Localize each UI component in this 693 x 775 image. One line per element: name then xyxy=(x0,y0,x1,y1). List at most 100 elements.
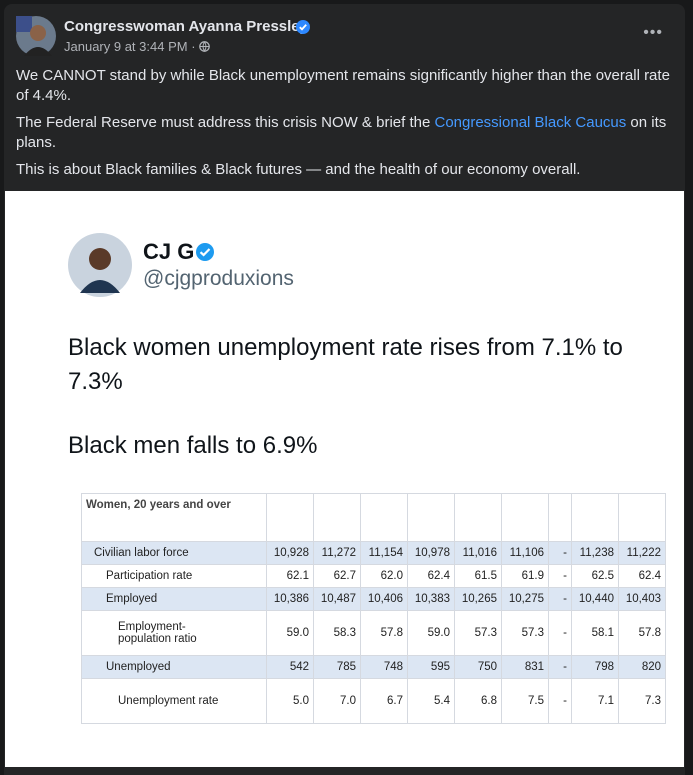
table-cell: 785 xyxy=(313,655,361,679)
row-label: Civilian labor force xyxy=(81,541,267,565)
table-cell: 58.3 xyxy=(313,610,361,656)
table-cell: 10,440 xyxy=(571,587,619,611)
table-row: Unemployed 542 785 748 595 750 831-798 820 xyxy=(81,655,666,679)
empty-cell xyxy=(548,493,572,542)
table-cell: 11,106 xyxy=(501,541,549,565)
empty-cell xyxy=(360,493,408,542)
text-run: on its plans. xyxy=(16,114,667,151)
table-cell: 62.4 xyxy=(407,564,455,588)
table-cell: 11,154 xyxy=(360,541,408,565)
empty-cell xyxy=(454,493,502,542)
table-cell: 62.0 xyxy=(360,564,408,588)
text-run: We CANNOT stand by while Black unemploym… xyxy=(16,67,670,104)
paragraph: The Federal Reserve must address this cr… xyxy=(16,113,676,153)
table-cell: 59.0 xyxy=(266,610,314,656)
empty-cell xyxy=(618,493,666,542)
table-cell: 6.8 xyxy=(454,678,502,724)
tweet-line: Black women unemployment rate rises from… xyxy=(68,334,623,395)
table-cell: 61.5 xyxy=(454,564,502,588)
table-cell: 7.3 xyxy=(618,678,666,724)
tweet-verified xyxy=(196,243,214,261)
table-cell: 542 xyxy=(266,655,314,679)
table-cell: 831 xyxy=(501,655,549,679)
table-cell: 11,016 xyxy=(454,541,502,565)
table-cell: 10,487 xyxy=(313,587,361,611)
table-cell: - xyxy=(548,610,572,656)
table-cell: 58.1 xyxy=(571,610,619,656)
table-cell: - xyxy=(548,587,572,611)
tweet-line: Black men falls to 6.9% xyxy=(68,432,318,459)
table-cell: 57.8 xyxy=(618,610,666,656)
row-label: Unemployment rate xyxy=(81,678,267,724)
table-cell: 820 xyxy=(618,655,666,679)
author-name[interactable]: Congresswoman Ayanna Pressley xyxy=(64,18,308,35)
table-cell: 10,265 xyxy=(454,587,502,611)
globe-icon xyxy=(199,41,210,52)
table-cell: 10,386 xyxy=(266,587,314,611)
text-run: The Federal Reserve must address this cr… xyxy=(16,114,435,131)
table-caption: Women, 20 years and over xyxy=(81,493,267,542)
row-label: Participation rate xyxy=(81,564,267,588)
table-cell: 61.9 xyxy=(501,564,549,588)
paragraph: We CANNOT stand by while Black unemploym… xyxy=(16,66,676,106)
table-cell: 62.5 xyxy=(571,564,619,588)
table-cell: 7.1 xyxy=(571,678,619,724)
table-cell: - xyxy=(548,564,572,588)
table-row: Civilian labor force 10,928 11,272 11,154 10… xyxy=(81,541,666,565)
table-cell: 5.0 xyxy=(266,678,314,724)
table-row: Employed 10,386 10,487 10,406 10,383 10,265 10… xyxy=(81,587,666,611)
table-cell: 10,406 xyxy=(360,587,408,611)
table-cell: 10,275 xyxy=(501,587,549,611)
table-cell: - xyxy=(548,655,572,679)
table-row: Participation rate 62.1 62.7 62.0 62.4 61.5 61… xyxy=(81,564,666,588)
post-text: We CANNOT stand by while Black unemploym… xyxy=(16,66,676,187)
table-cell: 5.4 xyxy=(407,678,455,724)
caption-row: Women, 20 years and over xyxy=(81,493,666,542)
text-run: This is about Black families & Black fut… xyxy=(16,161,581,178)
table-cell: 57.3 xyxy=(454,610,502,656)
row-label: Employed xyxy=(81,587,267,611)
post-card: Congresswoman Ayanna Pressley January 9 … xyxy=(4,4,685,775)
empty-cell xyxy=(571,493,619,542)
table-cell: 57.8 xyxy=(360,610,408,656)
timestamp-text[interactable]: January 9 at 3:44 PM xyxy=(64,39,188,54)
table-cell: 6.7 xyxy=(360,678,408,724)
row-label: Employment-population ratio xyxy=(81,610,267,656)
table-cell: 62.7 xyxy=(313,564,361,588)
table-row: Unemployment rate 5.0 7.0 6.7 5.4 6.8 7.5-7.1 7… xyxy=(81,678,666,724)
table-cell: 798 xyxy=(571,655,619,679)
tweet-author: CJ G xyxy=(143,239,195,264)
table-cell: 10,978 xyxy=(407,541,455,565)
more-options[interactable]: ••• xyxy=(643,24,663,41)
empty-cell xyxy=(266,493,314,542)
timestamp[interactable]: January 9 at 3:44 PM · xyxy=(64,39,210,54)
table-cell: 7.5 xyxy=(501,678,549,724)
empty-cell xyxy=(407,493,455,542)
verified-badge xyxy=(296,20,310,34)
empty-cell xyxy=(501,493,549,542)
data-table: Women, 20 years and over Civilian labor f… xyxy=(81,493,666,724)
author-avatar[interactable] xyxy=(16,16,56,56)
table-cell: 10,928 xyxy=(266,541,314,565)
table-cell: 62.1 xyxy=(266,564,314,588)
table-cell: 595 xyxy=(407,655,455,679)
table-row: Employment-population ratio 59.0 58.3 57.8 5… xyxy=(81,610,666,656)
table-cell: 57.3 xyxy=(501,610,549,656)
table-cell: 7.0 xyxy=(313,678,361,724)
row-label: Unemployed xyxy=(81,655,267,679)
empty-cell xyxy=(313,493,361,542)
table-cell: - xyxy=(548,541,572,565)
paragraph: This is about Black families & Black fut… xyxy=(16,160,676,180)
tweet-avatar xyxy=(68,233,132,297)
table-cell: 11,272 xyxy=(313,541,361,565)
link[interactable]: Congressional Black Caucus xyxy=(434,114,627,131)
table-cell: 62.4 xyxy=(618,564,666,588)
tweet-handle: @cjgproduxions xyxy=(143,267,294,290)
embedded-image[interactable]: CJ G @cjgproduxions Black women unemploy… xyxy=(5,191,684,767)
table-cell: 59.0 xyxy=(407,610,455,656)
table-cell: 750 xyxy=(454,655,502,679)
table-cell: 10,403 xyxy=(618,587,666,611)
table-cell: 11,238 xyxy=(571,541,619,565)
table-cell: 11,222 xyxy=(618,541,666,565)
